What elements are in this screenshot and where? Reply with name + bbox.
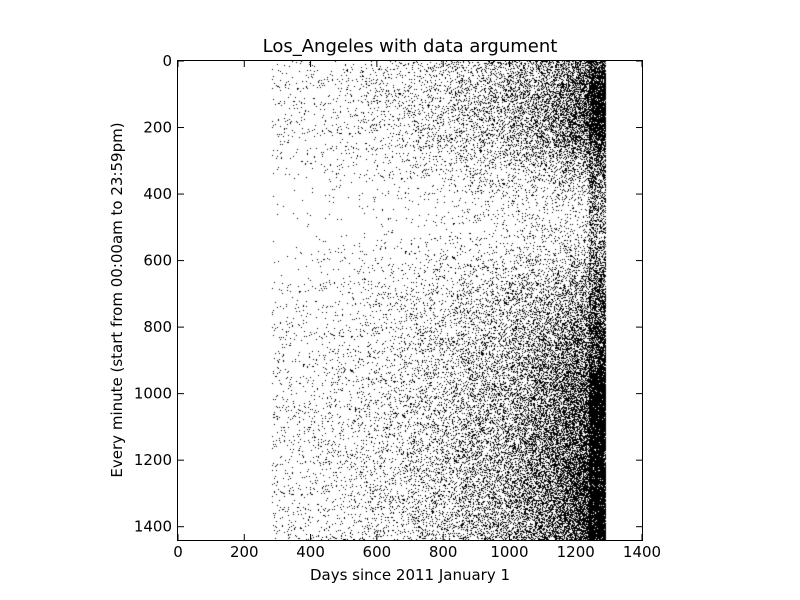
y-tick-label: 1400: [134, 518, 172, 536]
x-axis: 0 200 400 600 800 1000 1200 1400: [173, 61, 661, 561]
y-tick-label: 400: [143, 185, 172, 203]
y-tick-label: 0: [162, 52, 172, 70]
x-tick-label: 800: [429, 543, 458, 561]
x-tick-label: 200: [230, 543, 259, 561]
x-tick-label: 1200: [557, 543, 595, 561]
y-axis-label: Every minute (start from 00:00am to 23:5…: [108, 122, 126, 477]
x-tick-label: 600: [363, 543, 392, 561]
chart-title: Los_Angeles with data argument: [263, 36, 558, 57]
y-tick-label: 1200: [134, 451, 172, 469]
plot-area: [177, 60, 643, 541]
y-axis: 0 200 400 600 800 1000 1200 1400: [134, 52, 642, 536]
heatmap-image: [178, 61, 642, 540]
x-tick-label: 0: [173, 543, 183, 561]
x-tick-label: 1400: [623, 543, 661, 561]
y-tick-label: 600: [143, 252, 172, 270]
y-tick-label: 1000: [134, 385, 172, 403]
y-tick-label: 800: [143, 318, 172, 336]
plot-frame: [177, 60, 643, 541]
x-axis-label: Days since 2011 January 1: [310, 566, 510, 584]
y-tick-label: 200: [143, 119, 172, 137]
x-tick-label: 1000: [490, 543, 528, 561]
x-tick-label: 400: [296, 543, 325, 561]
